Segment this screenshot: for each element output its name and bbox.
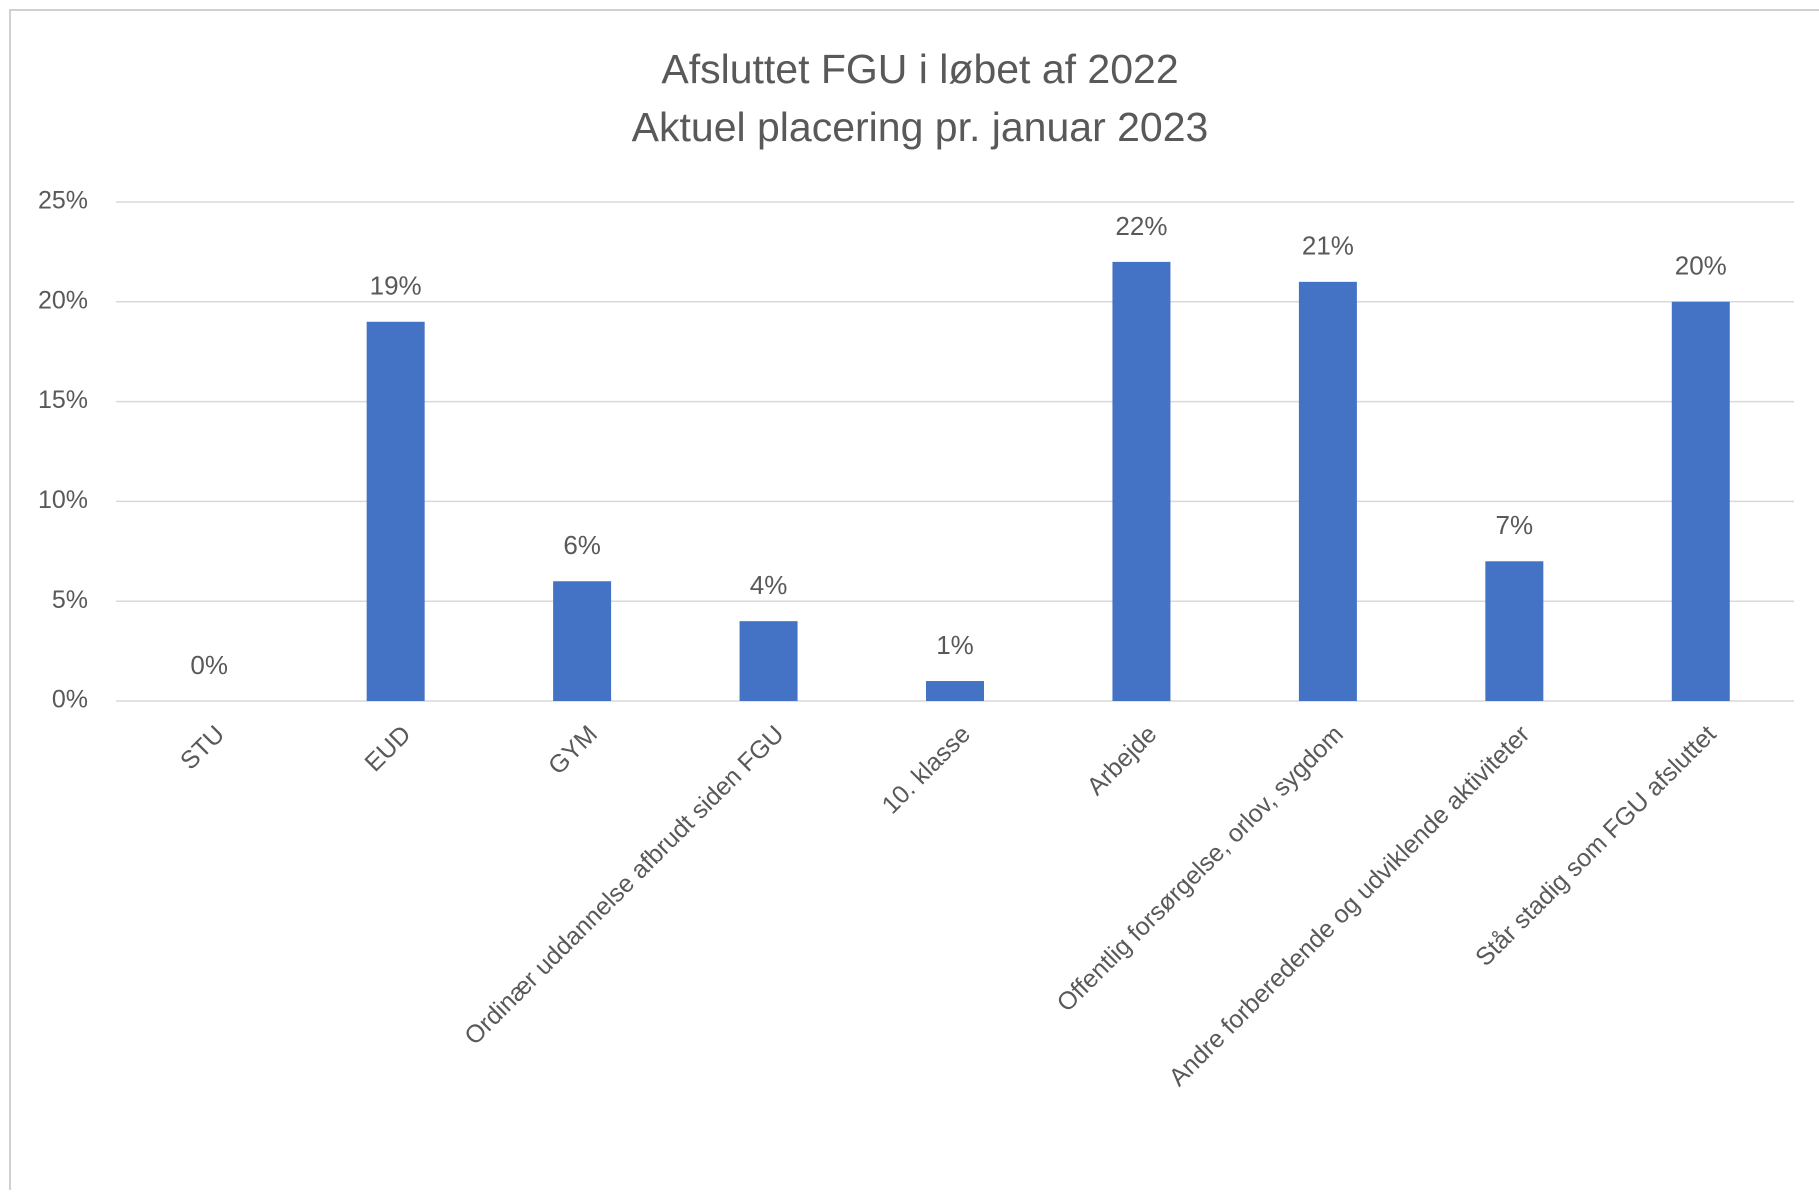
data-label: 7% bbox=[1496, 510, 1534, 540]
y-tick-label: 5% bbox=[52, 586, 88, 614]
bar bbox=[1112, 261, 1171, 701]
data-label: 0% bbox=[190, 650, 228, 680]
data-label: 4% bbox=[750, 570, 788, 600]
data-label: 21% bbox=[1302, 231, 1354, 261]
bar bbox=[1485, 561, 1544, 701]
y-tick-label: 0% bbox=[52, 686, 88, 714]
y-tick-label: 15% bbox=[38, 386, 88, 414]
bar bbox=[739, 621, 798, 701]
x-tick-label: Ordinær uddannelse afbrudt siden FGU bbox=[459, 720, 789, 1050]
y-tick-label: 25% bbox=[38, 187, 88, 215]
data-label: 19% bbox=[370, 271, 422, 301]
data-label: 1% bbox=[936, 630, 974, 660]
x-tick-label: GYM bbox=[543, 720, 603, 780]
y-tick-label: 20% bbox=[38, 286, 88, 314]
x-tick-label: Andre forberedende og udviklende aktivit… bbox=[1164, 720, 1536, 1092]
chart-subtitle: Aktuel placering pr. januar 2023 bbox=[632, 104, 1209, 150]
bar bbox=[366, 321, 425, 701]
x-tick-label: STU bbox=[175, 720, 230, 775]
y-tick-label: 10% bbox=[38, 486, 88, 514]
x-tick-label: Arbejde bbox=[1082, 720, 1163, 801]
data-label: 22% bbox=[1115, 211, 1167, 241]
bar bbox=[1298, 281, 1357, 701]
chart-border bbox=[9, 9, 1819, 1195]
x-tick-label: 10. klasse bbox=[877, 720, 976, 819]
x-tick-label: Offentlig forsørgelse, orlov, sygdom bbox=[1052, 720, 1349, 1017]
chart-title: Afsluttet FGU i løbet af 2022 bbox=[661, 46, 1178, 92]
bar bbox=[553, 581, 612, 701]
x-tick-label: EUD bbox=[359, 720, 416, 777]
bar bbox=[926, 681, 984, 701]
data-label: 20% bbox=[1675, 251, 1727, 281]
bar bbox=[1671, 301, 1730, 701]
data-label: 6% bbox=[563, 530, 601, 560]
